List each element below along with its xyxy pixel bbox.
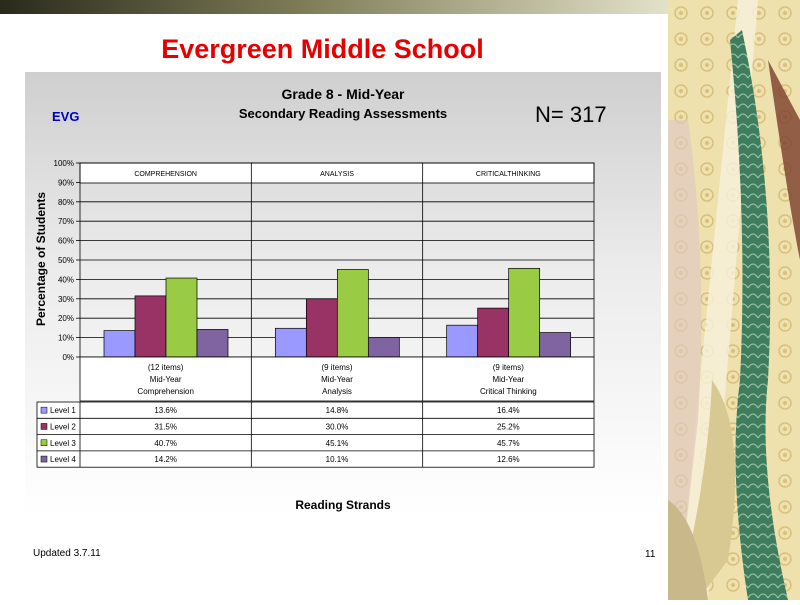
data-label: 14.2% [154,455,177,464]
chart-title: Grade 8 - Mid-Year [281,86,405,102]
bar [539,332,572,358]
category-label-area [79,356,595,402]
data-label: 30.0% [326,422,349,431]
bar [477,307,510,358]
category-name-label: Critical Thinking [480,387,537,396]
y-tick-label: 0% [62,353,74,362]
category-name-label: Comprehension [137,387,193,396]
legend-label: Level 2 [50,422,76,431]
data-label: 10.1% [326,455,349,464]
chart-subtitle: Secondary Reading Assessments [238,106,448,121]
legend-label: Level 1 [50,406,76,415]
legend-swatch [40,439,48,446]
legend-label: Level 3 [50,439,76,448]
bar [508,267,541,358]
data-label: 45.1% [326,439,349,448]
chart-texts: 0% 10% 20% 30% 40% 50% 60% 70% 80% 90% 100% COMPREH… [50,159,541,464]
y-axis-label: Percentage of Students [34,192,48,326]
legend-swatch [40,406,48,414]
bar [196,329,229,358]
category-period-label: Mid-Year [321,375,353,384]
category-period-label: Mid-Year [150,375,182,384]
category-items-label: (9 items) [321,363,352,372]
chart-frame [36,162,595,468]
n-count-label: N= 317 [535,102,607,127]
data-label: 25.2% [497,422,520,431]
y-tick-label: 90% [58,178,74,187]
y-tick-label: 100% [54,159,74,168]
bar [274,327,307,358]
legend-swatch [40,455,48,463]
bar [103,330,136,358]
decorative-pattern [668,0,800,600]
data-label: 13.6% [154,406,177,415]
group-header-label: COMPREHENSION [134,171,197,178]
bar [165,277,198,358]
y-tick-label: 10% [58,334,74,343]
bar [305,298,338,358]
x-axis-label: Reading Strands [295,498,391,512]
y-tick-label: 70% [58,217,74,226]
y-tick-label: 20% [58,314,74,323]
bar [336,269,369,358]
y-tick-label: 50% [58,256,74,265]
category-items-label: (9 items) [493,363,524,372]
bar [446,324,479,358]
updated-date: Updated 3.7.11 [33,548,101,559]
page-number: 11 [645,549,656,560]
y-tick-label: 80% [58,198,74,207]
school-code-label: EVG [52,109,80,124]
bar [134,295,167,358]
data-label: 16.4% [497,406,520,415]
category-period-label: Mid-Year [492,375,524,384]
decorative-side-panel [668,0,800,600]
data-label: 40.7% [154,439,177,448]
bar [367,337,400,358]
y-tick-label: 60% [58,237,74,246]
legend-label: Level 4 [50,455,76,464]
group-header-label: CRITICALTHINKING [476,171,541,178]
data-label: 45.7% [497,439,520,448]
y-tick-label: 40% [58,275,74,284]
category-items-label: (12 items) [148,363,184,372]
slide-title: Evergreen Middle School [161,34,484,64]
legend-swatch [40,423,48,430]
chart-bars [103,267,572,358]
data-label: 14.8% [326,406,349,415]
data-label: 12.6% [497,455,520,464]
group-header-label: ANALYSIS [320,171,354,178]
category-name-label: Analysis [322,387,352,396]
y-tick-label: 30% [58,295,74,304]
top-gradient-bar [0,0,668,14]
data-label: 31.5% [154,422,177,431]
